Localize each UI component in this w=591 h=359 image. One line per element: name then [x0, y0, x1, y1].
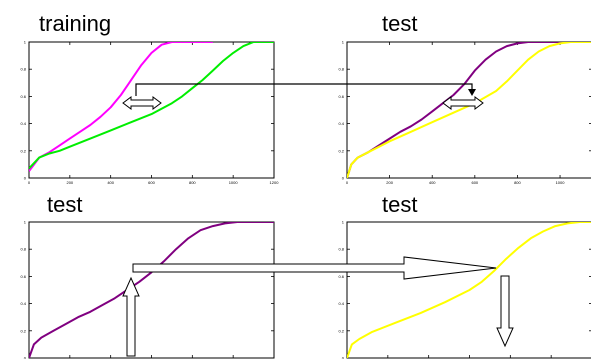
horizontal-arrow-bottom	[132, 256, 497, 280]
y-tick-label-3-3: 0.6	[338, 274, 344, 279]
y-tick-label-2-2: 0.4	[20, 301, 26, 306]
plot-frame-1	[346, 41, 591, 179]
series-line-0-0	[29, 42, 213, 172]
y-tick-label-2-5: 1	[24, 220, 27, 225]
y-tick-label-1-2: 0.4	[338, 121, 344, 126]
y-tick-label-1-5: 1	[342, 40, 345, 45]
up-arrow-bottom-left	[122, 276, 140, 357]
series-line-1-1	[347, 42, 591, 178]
y-tick-label-2-0: 0	[24, 356, 27, 359]
x-tick-label-1-2: 400	[429, 180, 436, 185]
y-tick-label-0-5: 1	[24, 40, 27, 45]
link-arrowhead-top	[468, 89, 476, 96]
x-tick-label-0-1: 200	[66, 180, 73, 185]
y-tick-label-3-5: 1	[342, 220, 345, 225]
y-tick-label-1-1: 0.2	[338, 148, 344, 153]
y-tick-label-0-1: 0.2	[20, 148, 26, 153]
x-tick-label-0-0: 0	[28, 180, 31, 185]
x-tick-label-1-1: 200	[386, 180, 393, 185]
y-tick-label-1-3: 0.6	[338, 94, 344, 99]
double-arrow-test	[442, 96, 484, 110]
plot-frame-2	[28, 221, 275, 359]
y-tick-label-0-0: 0	[24, 176, 27, 181]
y-tick-label-3-1: 0.2	[338, 328, 344, 333]
chart-title-test-1: test	[382, 11, 417, 36]
double-arrow-training	[122, 96, 162, 110]
y-tick-label-2-4: 0.8	[20, 247, 26, 252]
series-line-1-0	[347, 42, 591, 178]
panels: 00.20.40.60.810 200 400 600 800 1000 120000.20…	[20, 40, 591, 359]
y-tick-label-0-3: 0.6	[20, 94, 26, 99]
y-tick-label-2-3: 0.6	[20, 274, 26, 279]
x-tick-label-1-3: 600	[471, 180, 478, 185]
x-tick-label-0-2: 400	[107, 180, 114, 185]
annotation-arrows	[122, 83, 514, 357]
x-tick-label-0-3: 600	[148, 180, 155, 185]
x-tick-label-0-6: 1200	[270, 180, 280, 185]
x-tick-label-1-5: 1000	[556, 180, 566, 185]
x-tick-label-1-4: 800	[514, 180, 521, 185]
y-tick-label-1-4: 0.8	[338, 67, 344, 72]
down-arrow-bottom-right	[496, 275, 514, 348]
y-tick-label-1-0: 0	[342, 176, 345, 181]
y-tick-label-3-0: 0	[342, 356, 345, 359]
series-line-0-1	[29, 42, 274, 170]
x-tick-label-0-5: 1000	[229, 180, 239, 185]
x-tick-label-1-0: 0	[346, 180, 349, 185]
chart-title-test-2: test	[47, 192, 82, 217]
y-tick-label-0-2: 0.4	[20, 121, 26, 126]
series-line-3-0	[347, 222, 591, 358]
chart-title-test-3: test	[382, 192, 417, 217]
y-tick-label-3-2: 0.4	[338, 301, 344, 306]
y-tick-label-0-4: 0.8	[20, 67, 26, 72]
y-tick-label-3-4: 0.8	[338, 247, 344, 252]
y-tick-label-2-1: 0.2	[20, 328, 26, 333]
x-tick-label-0-4: 800	[189, 180, 196, 185]
series-line-2-0	[29, 222, 274, 358]
plot-frame-0	[28, 41, 275, 179]
chart-title-training: training	[39, 11, 111, 36]
link-line-top	[135, 83, 473, 96]
